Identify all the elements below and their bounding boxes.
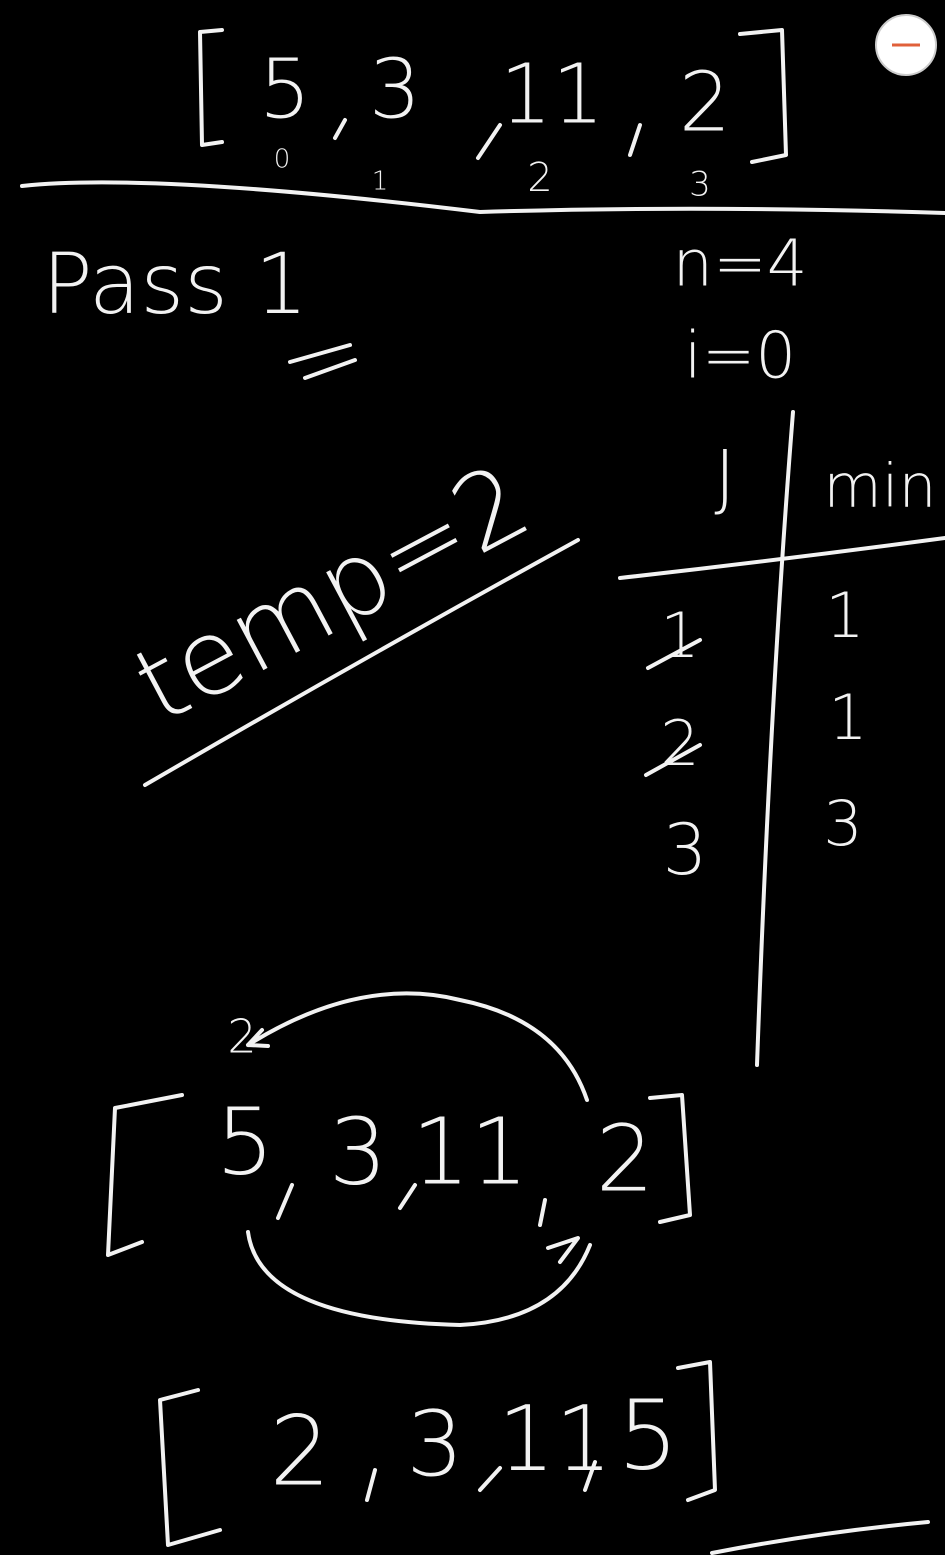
comma — [476, 123, 502, 160]
divider — [710, 1520, 930, 1555]
comma — [365, 1460, 597, 1502]
table-cell: 2 — [660, 707, 699, 780]
array-element: 11 — [411, 1099, 528, 1206]
table-header: J — [714, 435, 735, 519]
swap-diagram: 2 5 3 11 2 — [106, 991, 692, 1327]
divider — [20, 180, 945, 215]
swap-arrow — [246, 1230, 592, 1327]
array-element: 3 — [406, 1392, 463, 1497]
table-rule — [755, 410, 795, 1067]
underline — [143, 538, 580, 787]
array-element: 11 — [498, 1387, 613, 1492]
variable: n=4 — [673, 228, 808, 302]
swap-label: 2 — [227, 1010, 256, 1064]
table-cell: 3 — [663, 809, 708, 891]
array-element: 5 — [617, 1379, 678, 1491]
array-index: 2 — [527, 155, 552, 201]
bracket — [648, 1093, 692, 1224]
bracket — [198, 28, 224, 147]
array-index: 0 — [274, 145, 291, 175]
array-element: 11 — [500, 48, 604, 143]
strike — [646, 638, 702, 670]
array-element: 3 — [329, 1099, 388, 1206]
table-rule — [618, 536, 945, 580]
strike — [644, 743, 702, 777]
table-header: min — [823, 452, 936, 522]
bracket — [738, 28, 788, 164]
array-element: 2 — [596, 1106, 655, 1213]
array-index: 3 — [689, 165, 711, 205]
swap-arrow — [246, 991, 589, 1102]
minimize-button[interactable] — [875, 14, 937, 76]
top-array: 5 3 11 2 0 1 2 3 — [198, 28, 788, 205]
variable: i=0 — [684, 320, 796, 394]
array-element: 2 — [269, 1395, 330, 1507]
table-cell: 1 — [660, 599, 699, 672]
comma — [333, 118, 347, 140]
table-cell: 3 — [823, 787, 862, 860]
array-element: 3 — [369, 43, 421, 138]
table-cell: 1 — [828, 681, 867, 754]
bracket — [676, 1360, 717, 1502]
bracket — [106, 1093, 184, 1257]
trace-table: J min 1 1 2 1 3 3 — [618, 410, 945, 1067]
underline — [288, 343, 357, 380]
table-cell: 1 — [825, 579, 864, 652]
array-element: 5 — [216, 1089, 275, 1196]
bracket — [158, 1388, 222, 1547]
comma — [276, 1183, 547, 1227]
comma — [628, 123, 642, 157]
result-array: 2 3 11 5 — [158, 1360, 717, 1547]
array-element: 5 — [259, 43, 311, 138]
pass-heading: Pass 1 — [42, 235, 308, 333]
array-element: 2 — [679, 56, 731, 151]
array-index: 1 — [372, 167, 389, 197]
